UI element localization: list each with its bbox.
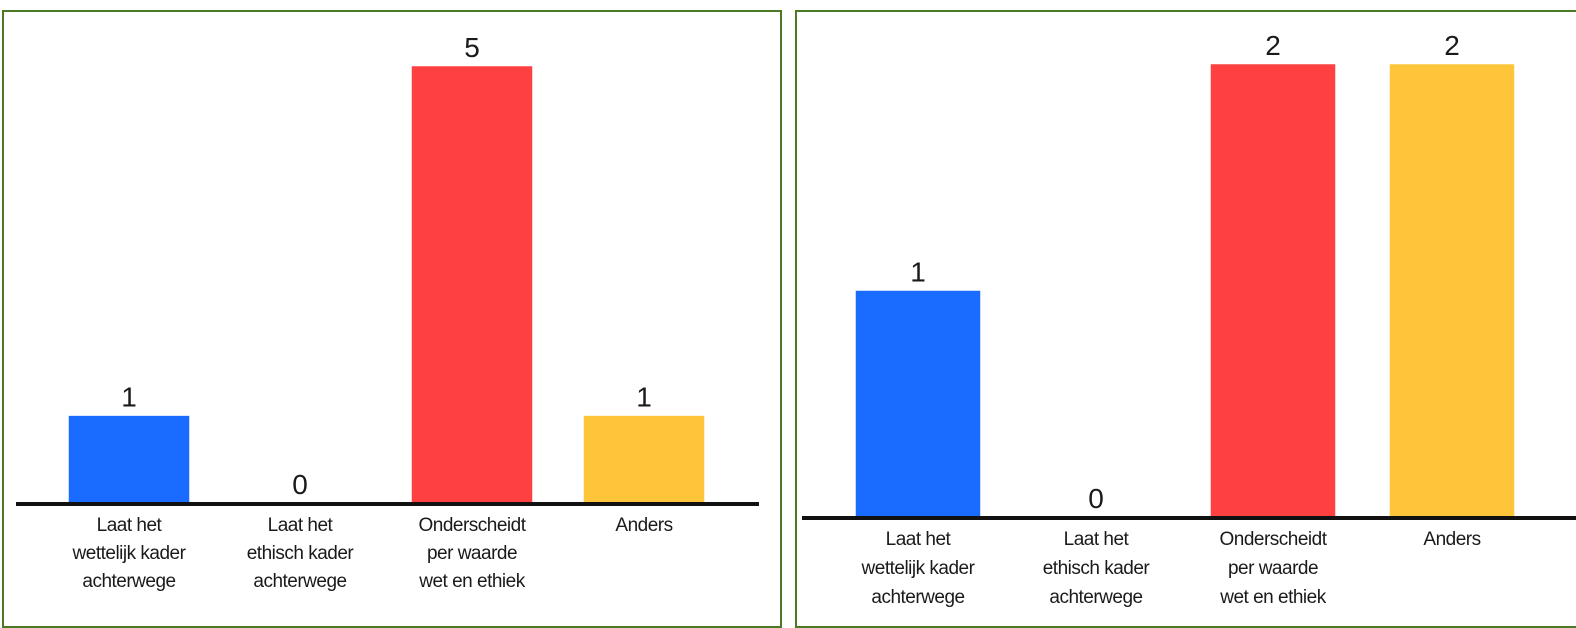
category-label: per waarde bbox=[427, 543, 517, 564]
chart-panel-left: Laat het wettelijk kader achterwege1Laat… bbox=[2, 10, 782, 628]
category-label: per waarde bbox=[1228, 558, 1318, 579]
data-label: 5 bbox=[464, 32, 480, 63]
bar: Anders bbox=[1389, 64, 1515, 519]
data-label: 1 bbox=[910, 257, 926, 288]
category-label: ethisch kader bbox=[247, 543, 355, 564]
bar-chart-right: Laat het wettelijk kader achterwege1Laat… bbox=[802, 30, 1576, 608]
bar: Onderscheidt per waarde wet en ethiek bbox=[1210, 64, 1336, 519]
bar: Anders bbox=[583, 415, 705, 505]
category-label: Anders bbox=[1423, 529, 1480, 550]
chart-panel-right: Laat het wettelijk kader achterwege1Laat… bbox=[795, 10, 1576, 628]
category-label: wet en ethiek bbox=[418, 571, 525, 592]
data-label: 2 bbox=[1444, 30, 1460, 61]
category-label: Laat het bbox=[268, 515, 334, 536]
bar: Laat het wettelijk kader achterwege bbox=[855, 290, 981, 519]
data-label: 2 bbox=[1265, 30, 1281, 61]
data-label: 1 bbox=[121, 382, 137, 413]
bar: Laat het wettelijk kader achterwege bbox=[68, 415, 190, 505]
bar: Onderscheidt per waarde wet en ethiek bbox=[411, 66, 533, 505]
data-label: 1 bbox=[636, 382, 652, 413]
data-label: 0 bbox=[292, 469, 308, 500]
category-label: achterwege bbox=[253, 571, 346, 592]
category-label: wettelijk kader bbox=[861, 558, 976, 579]
category-label: Laat het bbox=[97, 515, 163, 536]
bar-chart-left: Laat het wettelijk kader achterwege1Laat… bbox=[16, 32, 759, 592]
category-label: ethisch kader bbox=[1043, 558, 1151, 579]
category-label: Laat het bbox=[886, 529, 952, 550]
data-label: 0 bbox=[1088, 483, 1104, 514]
category-label: Onderscheidt bbox=[1219, 529, 1327, 550]
category-label: wet en ethiek bbox=[1219, 587, 1326, 608]
category-label: achterwege bbox=[1049, 587, 1142, 608]
category-label: wettelijk kader bbox=[72, 543, 187, 564]
category-label: Onderscheidt bbox=[418, 515, 526, 536]
category-label: achterwege bbox=[871, 587, 964, 608]
category-label: Anders bbox=[615, 515, 672, 536]
category-label: achterwege bbox=[82, 571, 175, 592]
category-label: Laat het bbox=[1064, 529, 1130, 550]
